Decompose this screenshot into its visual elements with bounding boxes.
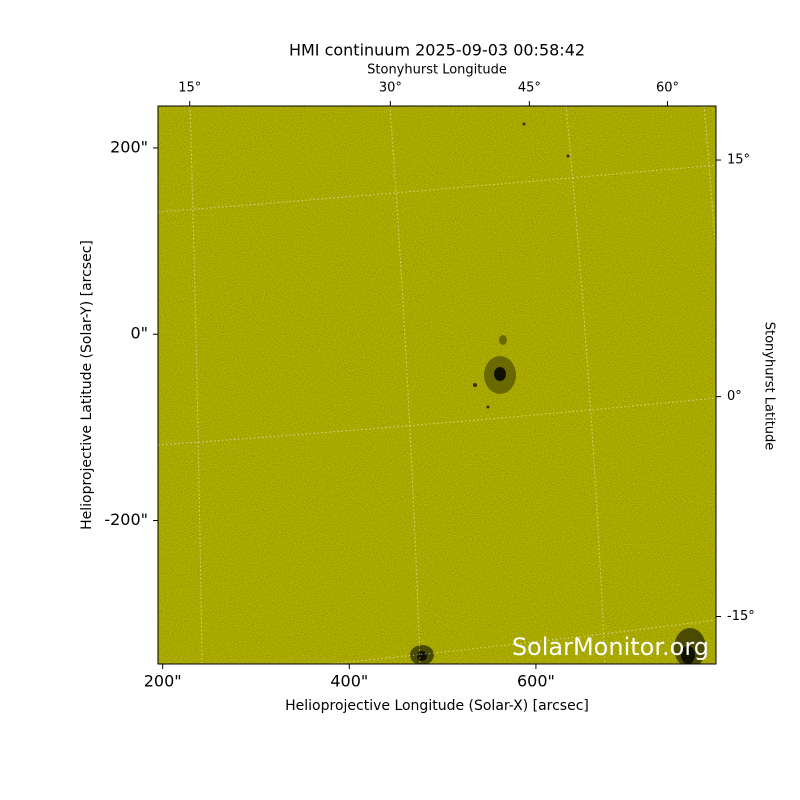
y-tick-label: -200" (104, 510, 148, 529)
pore (473, 383, 477, 387)
pore (499, 335, 507, 345)
axes-frame (157, 105, 717, 665)
y2-tick-label: 0° (727, 389, 742, 404)
x2-tick-label: 30° (379, 81, 402, 96)
x-tick-label: 400" (330, 672, 368, 691)
sunspot-umbra (681, 646, 695, 664)
sunspot-umbra (417, 651, 427, 661)
pore (566, 154, 570, 158)
y-tick-label: 0" (130, 324, 148, 343)
longitude-grid (565, 106, 606, 664)
chart-title: HMI continuum 2025-09-03 00:58:42 (289, 41, 585, 60)
watermark: SolarMonitor.org (512, 633, 709, 661)
longitude-grid (703, 106, 716, 261)
y2-tick-label: 15° (727, 153, 750, 168)
latitude-grid (158, 164, 716, 213)
image-texture (158, 106, 716, 664)
y-tick-label: 200" (110, 137, 148, 156)
sunspot-umbra (494, 367, 506, 381)
latitude-grid (158, 397, 716, 446)
x2-tick-label: 60° (656, 81, 679, 96)
x2-tick-label: 45° (518, 81, 541, 96)
y-axis-label: Helioprojective Latitude (Solar-Y) [arcs… (79, 240, 95, 530)
x2-axis-label: Stonyhurst Longitude (367, 63, 507, 78)
pore (522, 122, 526, 126)
y2-axis-label: Stonyhurst Latitude (762, 322, 777, 451)
y2-tick-label: -15° (727, 609, 755, 624)
x-tick-label: 600" (517, 672, 555, 691)
longitude-grid (389, 106, 421, 664)
x-axis-label: Helioprojective Longitude (Solar-X) [arc… (285, 698, 589, 714)
x-tick-label: 200" (144, 672, 182, 691)
pore (486, 405, 490, 409)
longitude-grid (189, 106, 203, 664)
x2-tick-label: 15° (178, 81, 201, 96)
features (158, 106, 716, 664)
